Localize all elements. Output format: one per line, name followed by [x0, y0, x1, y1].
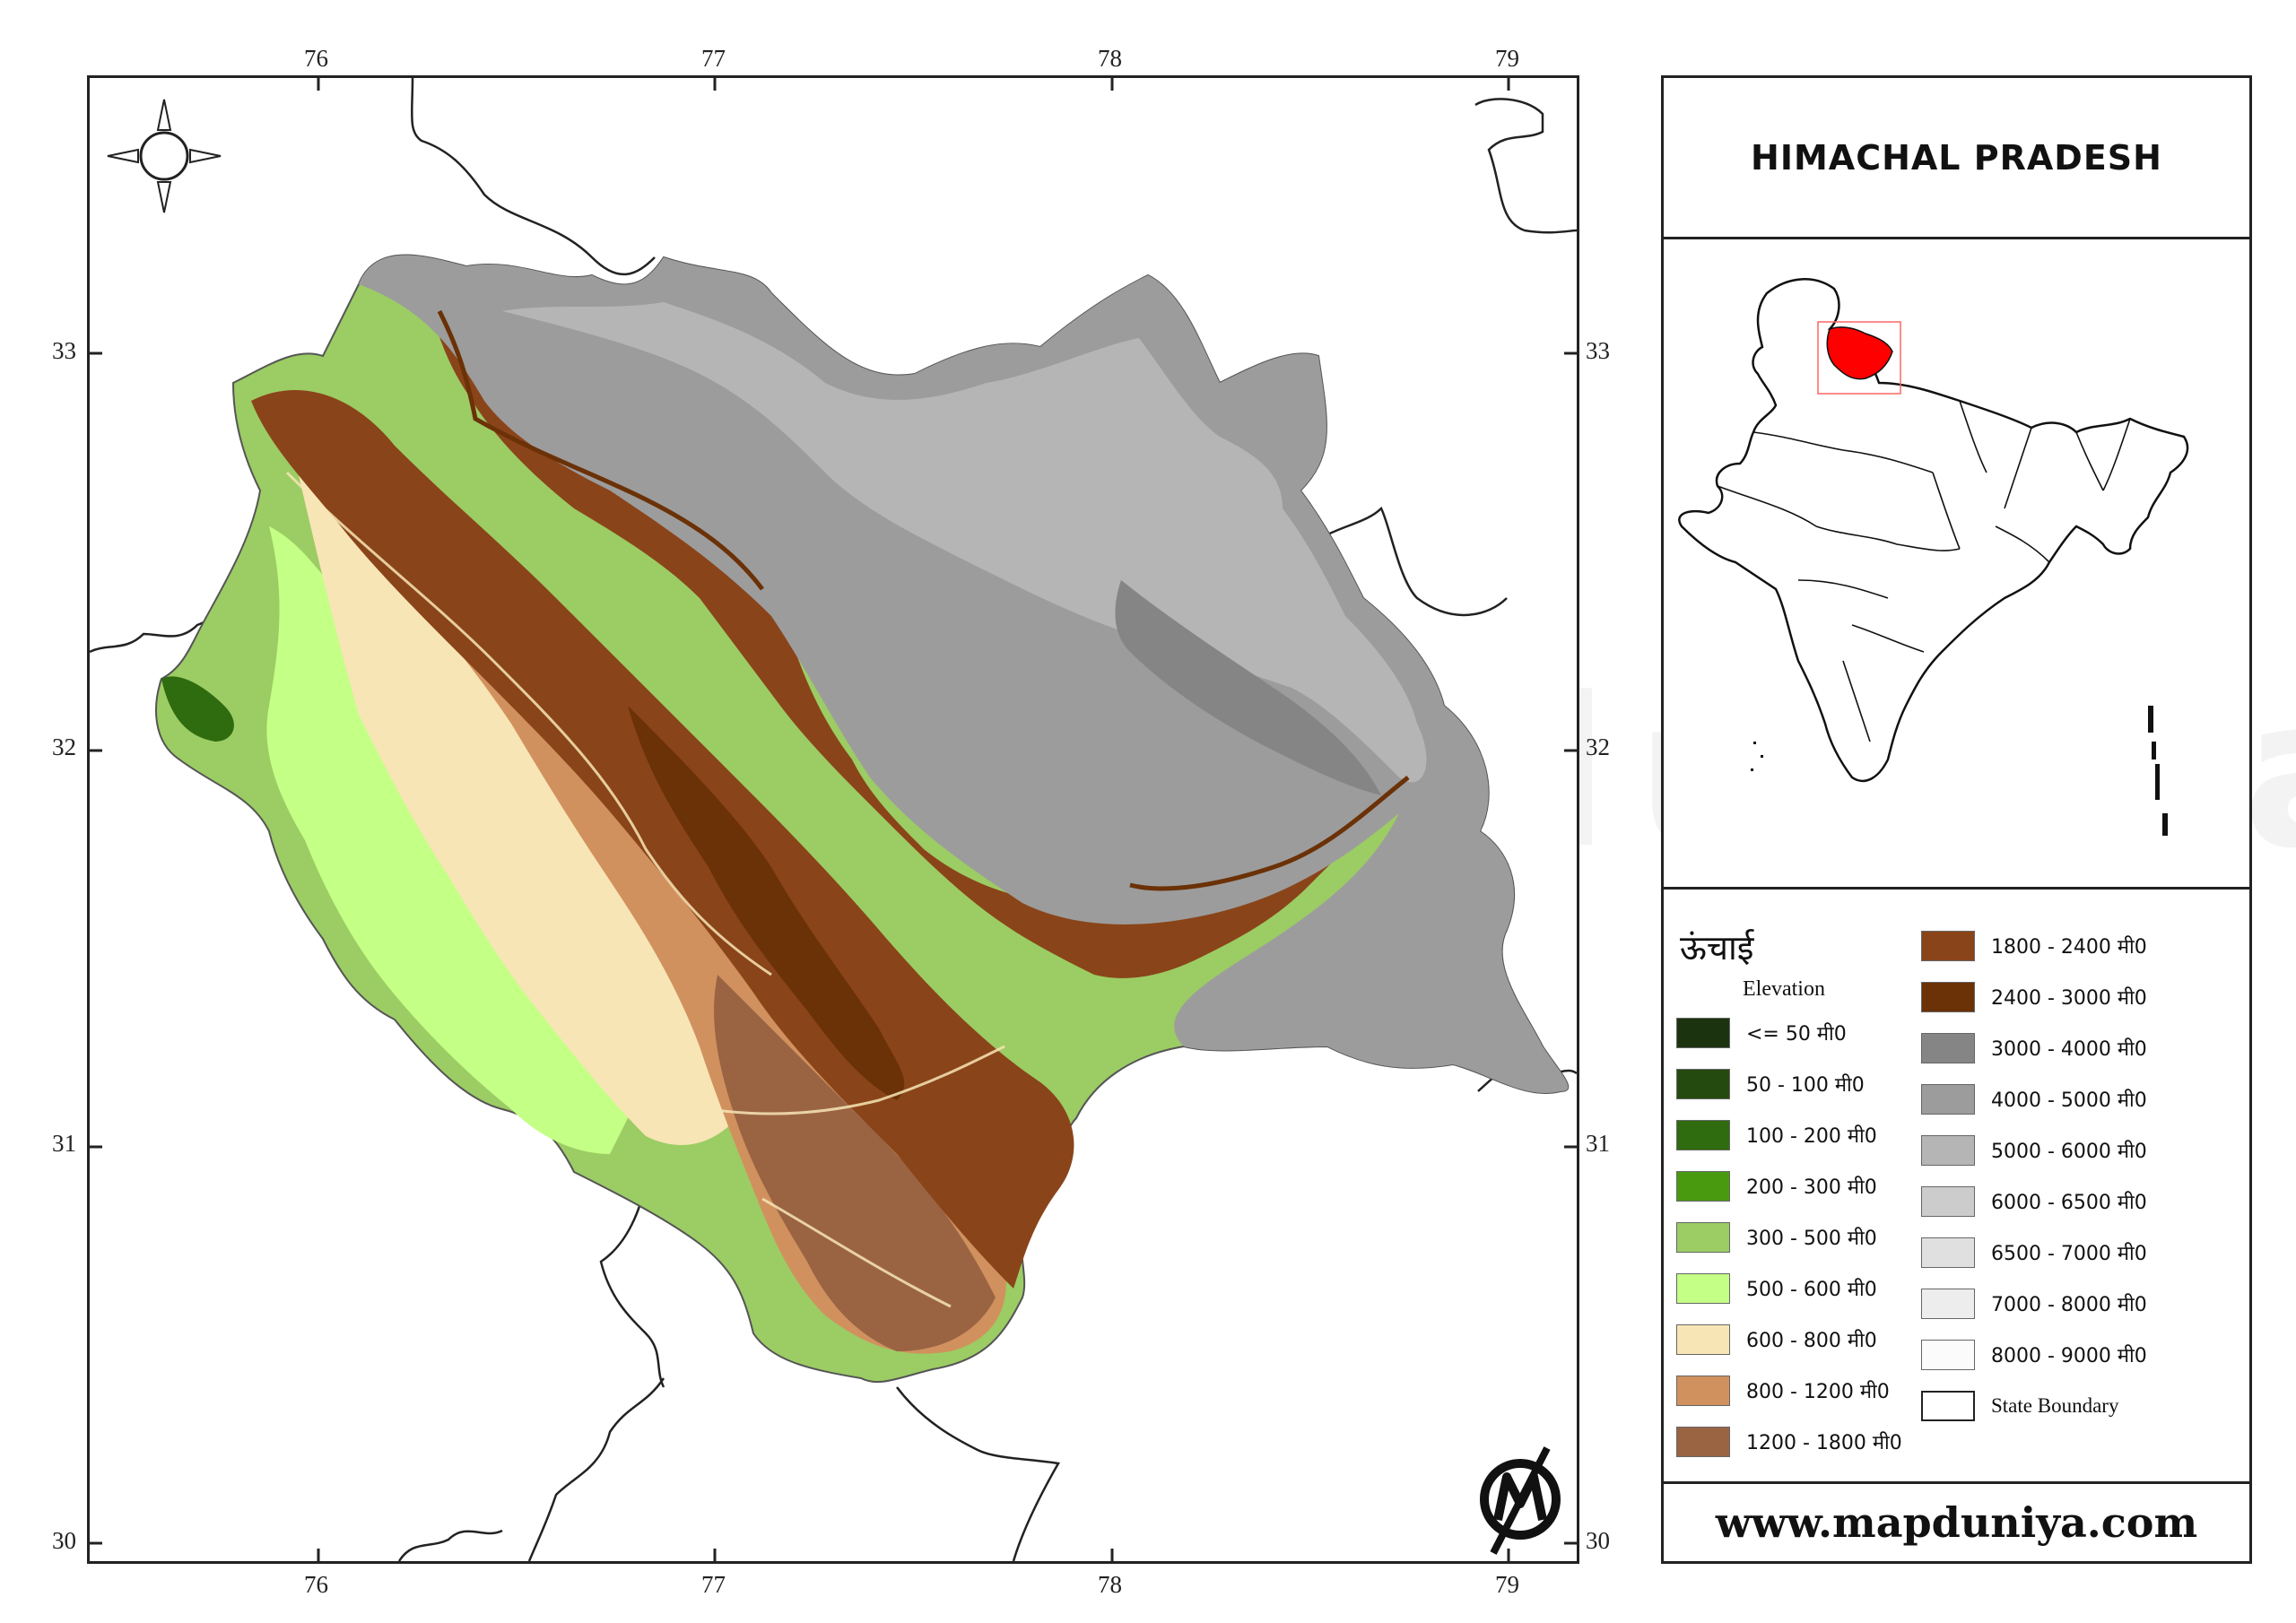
lat-tick-left-30: 30	[52, 1527, 76, 1554]
legend-label: 200 - 300 मी0	[1746, 1176, 1877, 1199]
legend-subtitle: Elevation	[1743, 977, 1825, 1001]
legend-title: ऊंचाई	[1680, 928, 1754, 968]
lat-tick-right-33: 33	[1586, 337, 1610, 364]
legend-swatch	[1676, 1273, 1730, 1304]
legend-swatch	[1921, 1186, 1975, 1217]
inset-extent-box	[1817, 321, 1901, 395]
legend-swatch	[1921, 1033, 1975, 1063]
lat-tick-right-31: 31	[1586, 1130, 1610, 1157]
legend-swatch	[1921, 1237, 1975, 1268]
lon-tick-bottom-78: 78	[1098, 1571, 1122, 1598]
legend-item: 8000 - 9000 मी0	[1921, 1339, 2147, 1371]
legend-label: 100 - 200 मी0	[1746, 1125, 1877, 1148]
legend-swatch	[1676, 1324, 1730, 1355]
legend-item: 6000 - 6500 मी0	[1921, 1185, 2147, 1218]
legend-label: 6000 - 6500 मी0	[1991, 1192, 2147, 1214]
legend-label: 7000 - 8000 मी0	[1991, 1294, 2147, 1316]
mapduniya-logo-icon	[1480, 1446, 1561, 1555]
website-panel: www.mapduniya.com	[1661, 1481, 2252, 1564]
map-title: HIMACHAL PRADESH	[1751, 137, 2162, 178]
legend-swatch	[1921, 1135, 1975, 1166]
legend-item: 800 - 1200 मी0	[1676, 1375, 1890, 1407]
india-outline-svg	[1678, 278, 2189, 836]
legend-swatch	[1676, 1069, 1730, 1099]
legend-label: State Boundary	[1991, 1394, 2119, 1417]
legend-label: 300 - 500 मी0	[1746, 1228, 1877, 1250]
legend-swatch	[1676, 1222, 1730, 1253]
legend-label: <= 50 मी0	[1746, 1023, 1847, 1046]
legend-item: 2400 - 3000 मी0	[1921, 981, 2147, 1013]
elevation-map-svg	[90, 78, 1577, 1561]
legend-swatch	[1921, 982, 1975, 1012]
legend-label: 3000 - 4000 मी0	[1991, 1038, 2147, 1061]
legend-swatch	[1676, 1120, 1730, 1150]
himachal-highlight	[1826, 326, 1893, 380]
legend-item: 6500 - 7000 मी0	[1921, 1237, 2147, 1269]
legend-item: 3000 - 4000 मी0	[1921, 1032, 2147, 1064]
legend-label: 1800 - 2400 मी0	[1991, 936, 2147, 959]
legend-item: 500 - 600 मी0	[1676, 1272, 1877, 1305]
legend-label: 6500 - 7000 मी0	[1991, 1243, 2147, 1265]
legend-item: 50 - 100 मी0	[1676, 1068, 1865, 1100]
legend-swatch	[1921, 1084, 1975, 1115]
legend-item: 200 - 300 मी0	[1676, 1170, 1877, 1202]
legend-label: 8000 - 9000 मी0	[1991, 1345, 2147, 1367]
compass-rose-icon	[107, 99, 222, 213]
legend-panel: ऊंचाई Elevation <= 50 मी0 50 - 100 मी0 1…	[1661, 887, 2252, 1484]
legend-swatch-boundary	[1921, 1391, 1975, 1421]
legend-item: 1200 - 1800 मी0	[1676, 1426, 1902, 1458]
lon-tick-bottom-76: 76	[304, 1571, 328, 1598]
legend-label: 600 - 800 मी0	[1746, 1330, 1877, 1352]
legend-label: 1200 - 1800 मी0	[1746, 1432, 1902, 1454]
legend-item: State Boundary	[1921, 1390, 2118, 1422]
legend-item: 1800 - 2400 मी0	[1921, 930, 2147, 962]
lat-tick-right-32: 32	[1586, 733, 1610, 760]
legend-label: 5000 - 6000 मी0	[1991, 1141, 2147, 1163]
legend-label: 800 - 1200 मी0	[1746, 1381, 1890, 1403]
lon-tick-bottom-79: 79	[1495, 1571, 1519, 1598]
legend-swatch	[1921, 1340, 1975, 1370]
lon-tick-bottom-77: 77	[701, 1571, 726, 1598]
legend-item: 100 - 200 मी0	[1676, 1119, 1877, 1151]
lat-tick-left-32: 32	[52, 733, 76, 760]
legend-swatch	[1676, 1171, 1730, 1202]
lon-tick-top-79: 79	[1495, 45, 1519, 72]
legend-item: <= 50 मी0	[1676, 1017, 1847, 1049]
legend-swatch	[1676, 1427, 1730, 1457]
legend-label: 4000 - 5000 मी0	[1991, 1089, 2147, 1112]
legend-item: 5000 - 6000 मी0	[1921, 1134, 2147, 1167]
legend-item: 300 - 500 मी0	[1676, 1221, 1877, 1254]
legend-item: 4000 - 5000 मी0	[1921, 1083, 2147, 1115]
legend-label: 50 - 100 मी0	[1746, 1074, 1865, 1097]
lat-tick-right-30: 30	[1586, 1527, 1610, 1554]
legend-item: 7000 - 8000 मी0	[1921, 1288, 2147, 1320]
legend-swatch	[1676, 1018, 1730, 1048]
lon-tick-top-78: 78	[1098, 45, 1122, 72]
legend-swatch	[1921, 931, 1975, 961]
lon-tick-top-77: 77	[701, 45, 726, 72]
legend-label: 2400 - 3000 मी0	[1991, 987, 2147, 1010]
website-url[interactable]: www.mapduniya.com	[1715, 1498, 2198, 1547]
legend-label: 500 - 600 मी0	[1746, 1279, 1877, 1301]
india-inset-map	[1661, 237, 2252, 890]
lat-tick-left-33: 33	[52, 337, 76, 364]
legend-swatch	[1921, 1289, 1975, 1319]
legend-swatch	[1676, 1376, 1730, 1406]
legend-item: 600 - 800 मी0	[1676, 1324, 1877, 1356]
title-panel: HIMACHAL PRADESH	[1661, 75, 2252, 239]
lon-tick-top-76: 76	[304, 45, 328, 72]
main-map[interactable]	[87, 75, 1579, 1564]
lat-tick-left-31: 31	[52, 1130, 76, 1157]
